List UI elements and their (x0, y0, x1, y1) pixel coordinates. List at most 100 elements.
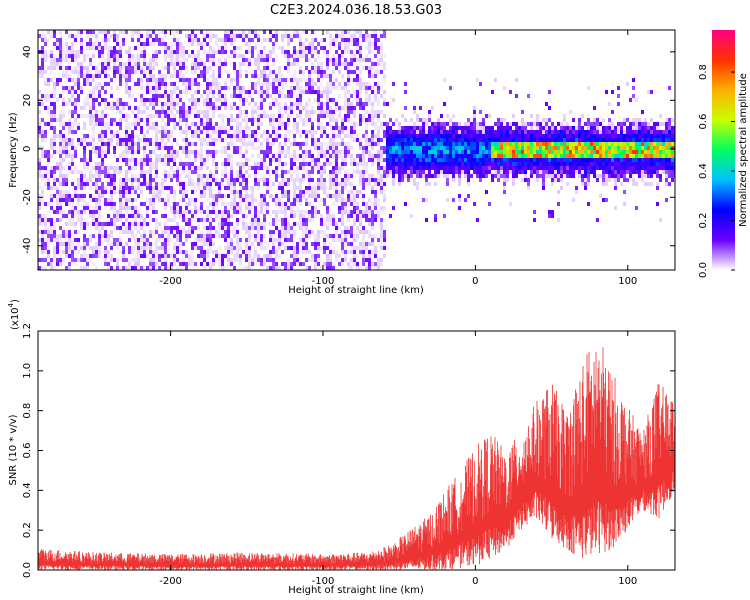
heatmap-cell (98, 254, 101, 258)
heatmap-cell (320, 46, 323, 50)
heatmap-cell (176, 234, 179, 238)
heatmap-cell (269, 250, 272, 254)
heatmap-cell (404, 174, 407, 178)
heatmap-cell (443, 126, 446, 130)
heatmap-cell (323, 70, 326, 74)
heatmap-cell (98, 214, 101, 218)
heatmap-cell (347, 226, 350, 230)
heatmap-cell (218, 62, 221, 66)
heatmap-cell (125, 102, 128, 106)
heatmap-cell (500, 134, 503, 138)
heatmap-cell (98, 198, 101, 202)
heatmap-cell (317, 126, 320, 130)
heatmap-cell (62, 142, 65, 146)
heatmap-cell (221, 218, 224, 222)
heatmap-cell (284, 82, 287, 86)
heatmap-cell (275, 214, 278, 218)
heatmap-cell (263, 226, 266, 230)
heatmap-cell (53, 126, 56, 130)
heatmap-cell (47, 150, 50, 154)
heatmap-cell (239, 266, 242, 270)
heatmap-cell (371, 74, 374, 78)
heatmap-cell (341, 178, 344, 182)
heatmap-cell (128, 58, 131, 62)
heatmap-cell (161, 242, 164, 246)
heatmap-cell (194, 38, 197, 42)
heatmap-cell (143, 234, 146, 238)
heatmap-cell (302, 46, 305, 50)
heatmap-cell (125, 134, 128, 138)
heatmap-cell (131, 266, 134, 270)
heatmap-cell (245, 122, 248, 126)
heatmap-cell (164, 78, 167, 82)
heatmap-cell (269, 38, 272, 42)
heatmap-cell (377, 118, 380, 122)
heatmap-cell (119, 62, 122, 66)
heatmap-cell (131, 38, 134, 42)
heatmap-cell (329, 118, 332, 122)
heatmap-cell (332, 62, 335, 66)
heatmap-cell (128, 258, 131, 262)
heatmap-cell (428, 166, 431, 170)
heatmap-cell (68, 162, 71, 166)
heatmap-cell (242, 134, 245, 138)
heatmap-cell (200, 62, 203, 66)
heatmap-cell (350, 146, 353, 150)
heatmap-cell (131, 58, 134, 62)
heatmap-cell (221, 214, 224, 218)
heatmap-cell (239, 62, 242, 66)
heatmap-cell (272, 86, 275, 90)
heatmap-cell (41, 242, 44, 246)
heatmap-cell (350, 174, 353, 178)
heatmap-cell (281, 82, 284, 86)
heatmap-cell (440, 134, 443, 138)
heatmap-cell (284, 78, 287, 82)
heatmap-cell (59, 30, 62, 34)
heatmap-cell (218, 98, 221, 102)
heatmap-cell (260, 90, 263, 94)
heatmap-cell (383, 134, 386, 138)
heatmap-cell (212, 210, 215, 214)
heatmap-cell (308, 114, 311, 118)
heatmap-cell (71, 34, 74, 38)
heatmap-cell (386, 154, 389, 158)
heatmap-cell (323, 222, 326, 226)
heatmap-cell (416, 126, 419, 130)
heatmap-cell (380, 190, 383, 194)
heatmap-cell (317, 186, 320, 190)
heatmap-cell (377, 162, 380, 166)
heatmap-cell (311, 170, 314, 174)
heatmap-cell (167, 110, 170, 114)
heatmap-cell (71, 202, 74, 206)
heatmap-cell (74, 226, 77, 230)
heatmap-cell (317, 194, 320, 198)
heatmap-cell (143, 182, 146, 186)
heatmap-cell (443, 102, 446, 106)
heatmap-cell (350, 266, 353, 270)
heatmap-cell (485, 126, 488, 130)
heatmap-cell (41, 134, 44, 138)
heatmap-cell (248, 66, 251, 70)
heatmap-cell (239, 186, 242, 190)
heatmap-cell (206, 254, 209, 258)
heatmap-cell (323, 142, 326, 146)
heatmap-cell (392, 130, 395, 134)
heatmap-cell (395, 130, 398, 134)
heatmap-cell (92, 102, 95, 106)
heatmap-cell (365, 126, 368, 130)
heatmap-cell (341, 206, 344, 210)
heatmap-cell (242, 154, 245, 158)
heatmap-cell (242, 58, 245, 62)
heatmap-cell (272, 90, 275, 94)
heatmap-cell (233, 146, 236, 150)
heatmap-cell (266, 254, 269, 258)
heatmap-cell (104, 186, 107, 190)
heatmap-cell (56, 258, 59, 262)
heatmap-cell (281, 90, 284, 94)
heatmap-cell (296, 102, 299, 106)
heatmap-cell (230, 82, 233, 86)
heatmap-cell (266, 142, 269, 146)
heatmap-cell (476, 170, 479, 174)
heatmap-cell (239, 238, 242, 242)
heatmap-cell (167, 122, 170, 126)
